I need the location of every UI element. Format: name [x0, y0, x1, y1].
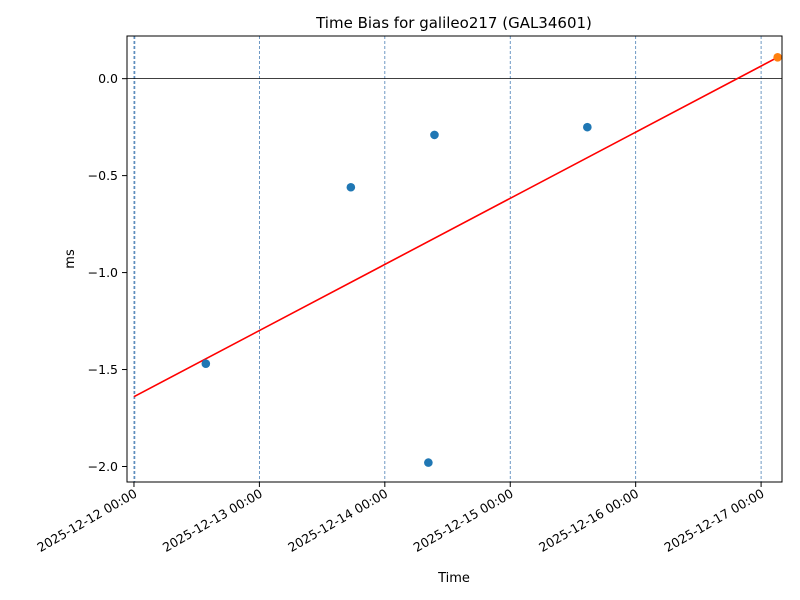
fit-line-layer: [133, 56, 779, 398]
y-axis-label: ms: [63, 249, 78, 269]
chart-title: Time Bias for galileo217 (GAL34601): [315, 14, 592, 32]
y-axis-ticks: 0.0 −0.5 −1.0 −1.5 −2.0: [88, 71, 127, 474]
data-points: [201, 53, 782, 467]
data-point: [583, 122, 592, 132]
data-point: [773, 53, 782, 62]
y-tick-label: −1.0: [88, 265, 118, 280]
y-tick-label: −2.0: [88, 459, 118, 474]
data-point: [424, 458, 433, 467]
data-point: [201, 359, 211, 369]
reference-lines: [127, 36, 782, 482]
trend-line: [133, 56, 779, 398]
data-point: [430, 130, 439, 140]
y-tick-label: 0.0: [98, 71, 118, 86]
x-axis-label: Time: [437, 571, 470, 586]
y-tick-label: −1.5: [88, 362, 118, 377]
data-point: [346, 182, 356, 192]
grid-layer: [133, 36, 762, 482]
plot-frame: [126, 35, 783, 483]
y-tick-label: −0.5: [88, 168, 118, 183]
